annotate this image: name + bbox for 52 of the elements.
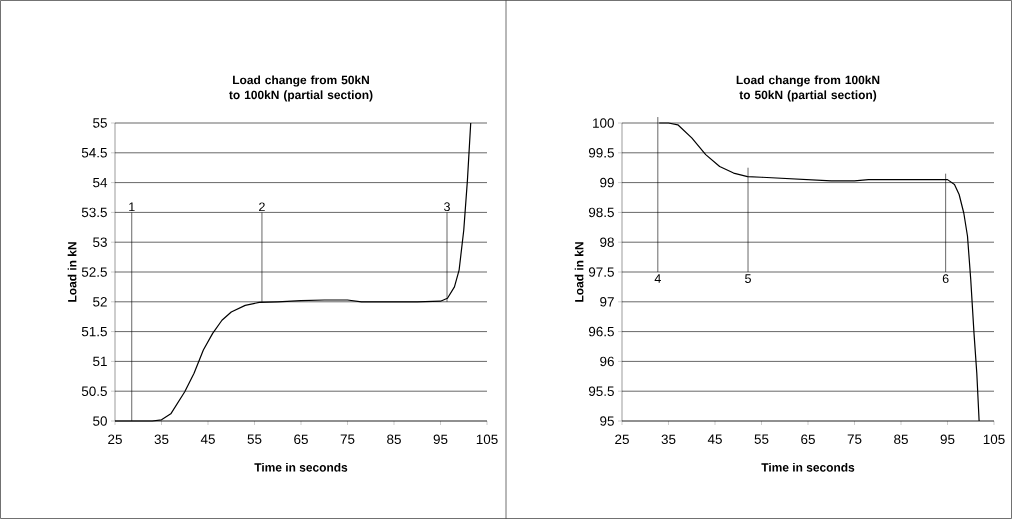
y-tick-label: 52 [93,297,107,307]
y-tick-label: 95.5 [588,386,614,396]
x-axis-title: Time in seconds [254,462,348,472]
y-tick-label: 96.5 [588,326,614,337]
y-tick-label: 51 [93,356,107,367]
x-tick-label: 85 [387,434,401,445]
y-tick-label: 98 [600,237,614,247]
x-tick-label: 25 [615,434,629,445]
annotation: 6 [942,274,949,284]
chart-title: Load change from 50kN to 100kN (partial section) [229,75,373,102]
annotation: 4 [654,274,661,283]
annotation: 1 [129,202,135,212]
x-tick-label: 45 [200,434,215,444]
y-tick-label: 52.5 [81,267,107,277]
y-tick-label: 99.5 [588,148,614,158]
y-tick-label: 54.5 [81,148,107,158]
y-tick-label: 53.5 [81,207,107,218]
y-tick-label: 53 [93,237,107,247]
y-tick-label: 100 [593,118,614,128]
annotation: 2 [259,202,265,212]
y-tick-label: 51.5 [81,326,107,337]
x-tick-label: 55 [754,434,769,444]
y-tick-label: 97.5 [588,267,614,277]
y-tick-label: 97 [600,297,614,307]
x-tick-label: 25 [108,434,122,445]
x-tick-label: 105 [476,434,498,445]
x-tick-label: 65 [294,434,308,445]
y-tick-label: 96 [600,356,614,367]
y-axis-title: Load in kN [67,242,77,302]
y-tick-label: 99 [600,177,614,188]
y-tick-label: 50.5 [81,386,107,396]
y-tick-label: 50 [93,416,107,426]
y-tick-label: 54 [93,177,108,188]
x-tick-label: 105 [983,434,1005,445]
x-tick-label: 35 [154,434,169,445]
y-axis-title: Load in kN [574,242,584,302]
y-tick-label: 55 [93,118,107,128]
x-axis-title: Time in seconds [761,462,855,472]
x-tick-label: 75 [847,434,862,444]
x-tick-label: 75 [340,434,355,444]
y-tick-label: 98.5 [588,207,614,218]
x-tick-label: 95 [433,434,448,445]
annotation: 3 [444,202,450,212]
x-tick-label: 45 [707,434,722,444]
x-tick-label: 95 [940,434,955,445]
x-tick-label: 85 [894,434,908,445]
x-tick-label: 35 [661,434,676,445]
y-tick-label: 95 [600,416,614,426]
x-tick-label: 65 [801,434,815,445]
x-tick-label: 55 [247,434,262,444]
annotation: 5 [745,274,751,283]
chart-title: Load change from 100kN to 50kN (partial section) [736,75,880,102]
